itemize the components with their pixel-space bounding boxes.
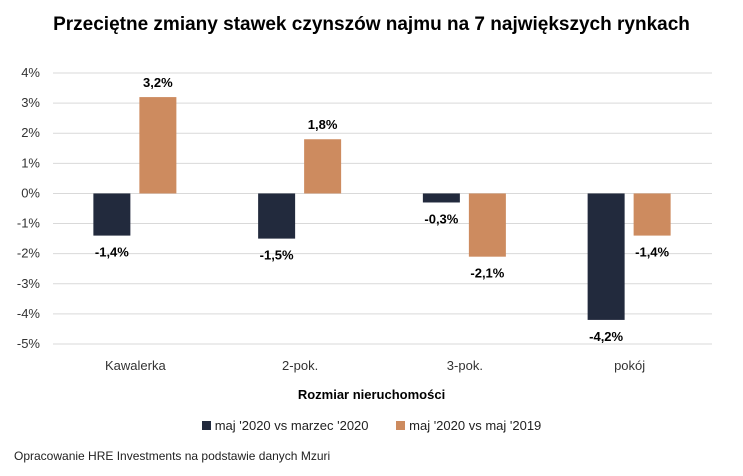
x-tick-label: 2-pok. (282, 358, 318, 373)
data-label: -2,1% (470, 266, 504, 281)
legend: maj '2020 vs marzec '2020 maj '2020 vs m… (0, 418, 743, 433)
y-tick-label: -5% (17, 336, 41, 351)
data-label: 1,8% (308, 117, 338, 132)
bar-1 (93, 193, 131, 236)
x-tick-label: pokój (614, 358, 645, 373)
bar-1 (258, 193, 296, 239)
y-tick-label: 4% (21, 65, 40, 80)
legend-item-series-1: maj '2020 vs marzec '2020 (201, 418, 369, 433)
source-note: Opracowanie HRE Investments na podstawie… (14, 449, 331, 463)
legend-item-series-2: maj '2020 vs maj '2019 (396, 418, 541, 433)
y-tick-label: -1% (17, 216, 41, 231)
data-label: 3,2% (143, 75, 173, 90)
data-label: -1,5% (260, 248, 294, 263)
bar-chart: 4% 3% 2% 1% 0% -1% -2% -3% -4% -5% Kawalerka -1,4% 3… (17, 65, 712, 373)
y-tick-label: -4% (17, 306, 41, 321)
x-tick-label: Kawalerka (105, 358, 166, 373)
bar-2 (468, 193, 506, 257)
x-tick-label: 3-pok. (447, 358, 483, 373)
y-tick-label: -3% (17, 276, 41, 291)
data-label: -1,4% (635, 245, 669, 260)
bar-2 (139, 97, 177, 194)
legend-label: maj '2020 vs marzec '2020 (214, 418, 369, 433)
y-tick-label: -2% (17, 246, 41, 261)
y-tick-label: 1% (21, 155, 40, 170)
bar-1 (422, 193, 460, 203)
data-label: -4,2% (589, 329, 623, 344)
data-label: -1,4% (95, 245, 129, 260)
x-axis-label: Rozmiar nieruchomości (297, 387, 446, 402)
data-label: -0,3% (424, 211, 458, 226)
bar-1 (587, 193, 625, 320)
y-tick-label: 0% (21, 185, 40, 200)
chart-title: Przeciętne zmiany stawek czynszów najmu … (53, 14, 690, 35)
legend-swatch (201, 421, 211, 430)
y-tick-label: 2% (21, 125, 40, 140)
bar-2 (633, 193, 671, 236)
y-tick-label: 3% (21, 95, 40, 110)
legend-swatch (396, 421, 406, 430)
legend-label: maj '2020 vs maj '2019 (409, 418, 542, 433)
bar-2 (304, 139, 342, 194)
